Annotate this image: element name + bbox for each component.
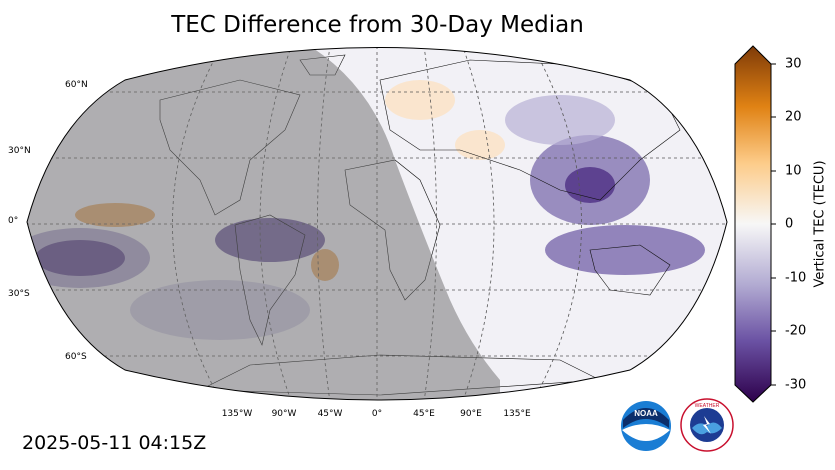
colorbar-tick: 30 xyxy=(785,56,802,72)
lon-label-135w: 135°W xyxy=(221,409,253,419)
colorbar-tick: 0 xyxy=(785,216,794,232)
lon-label-0: 0° xyxy=(371,409,383,419)
night-shading xyxy=(27,47,500,400)
lon-label-135e: 135°E xyxy=(503,409,531,419)
colorbar-tick: 20 xyxy=(785,109,802,125)
map-border xyxy=(26,47,728,401)
lat-label-30s: 30°S xyxy=(8,289,30,299)
colorbar-tick: -30 xyxy=(785,377,807,393)
lon-label-45w: 45°W xyxy=(317,409,343,419)
colorbar xyxy=(734,45,772,403)
colorbar-tick: -10 xyxy=(785,270,807,286)
lat-label-30n: 30°N xyxy=(8,146,31,156)
lon-label-90e: 90°E xyxy=(460,409,482,419)
lon-label-90w: 90°W xyxy=(271,409,297,419)
nws-logo: WEATHER xyxy=(680,398,734,452)
colorbar-label: Vertical TEC (TECU) xyxy=(812,160,828,288)
chart-title: TEC Difference from 30-Day Median xyxy=(171,12,584,38)
svg-text:WEATHER: WEATHER xyxy=(695,403,720,409)
lat-label-60n: 60°N xyxy=(65,80,88,90)
lat-label-60s: 60°S xyxy=(65,352,87,362)
svg-text:NOAA: NOAA xyxy=(634,409,658,418)
noaa-logo: NOAA xyxy=(621,401,671,451)
lat-label-0: 0° xyxy=(8,216,19,226)
timestamp: 2025-05-11 04:15Z xyxy=(22,432,207,454)
colorbar-tick: -20 xyxy=(785,323,807,339)
colorbar-tick: 10 xyxy=(785,163,802,179)
lon-label-45e: 45°E xyxy=(413,409,435,419)
